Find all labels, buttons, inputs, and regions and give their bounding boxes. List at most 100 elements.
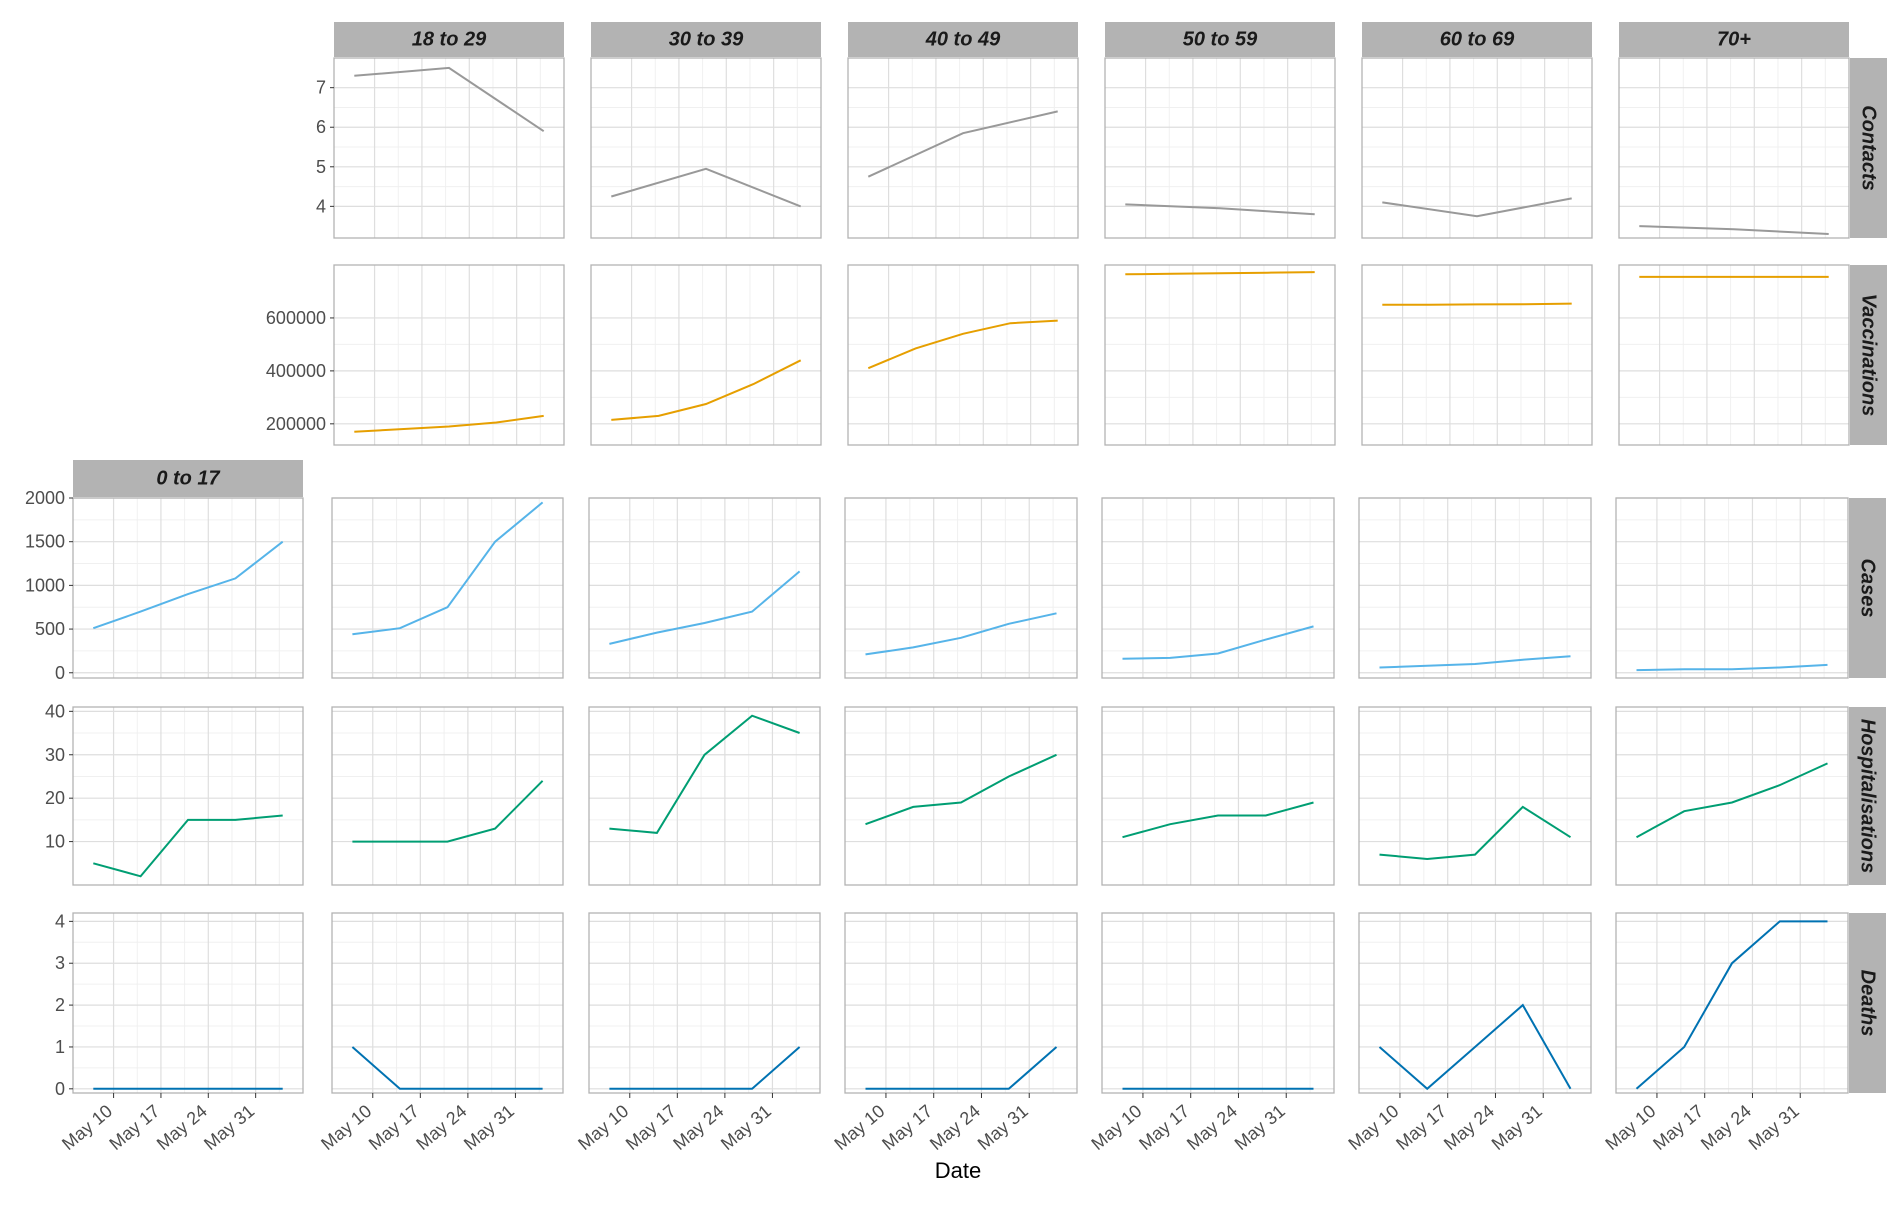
metric-strip-label: Vaccinations (1858, 294, 1880, 417)
y-tick-label: 1000 (25, 575, 65, 595)
series-line-contacts-50-to-59 (1125, 203, 1315, 216)
series-line-cases-0-to-17 (92, 540, 284, 630)
panel-background (1359, 913, 1591, 1093)
panel-border (72, 497, 304, 679)
panel-contacts-6 (1618, 57, 1850, 239)
y-tick-label: 0 (55, 663, 65, 683)
x-tick-label: May 10 (1087, 1101, 1145, 1154)
panel-vaccinations-6 (1618, 264, 1850, 446)
x-tick-label: May 17 (365, 1101, 423, 1154)
y-tick-label: 0 (55, 1079, 65, 1099)
series-line-cases-60-to-69 (1379, 655, 1571, 669)
panel-background (845, 498, 1077, 678)
metric-strip-background (1850, 265, 1887, 445)
series-line-cases-40-to-49 (865, 612, 1057, 656)
panel-background (1359, 707, 1591, 885)
panel-vaccinations-5 (1361, 264, 1593, 446)
panel-border (72, 912, 304, 1094)
panel-border (588, 497, 821, 679)
panel-background (1102, 707, 1334, 885)
series-line-vaccinations-50-to-59 (1125, 271, 1315, 276)
metric-strip-deaths: Deaths (1849, 913, 1886, 1093)
y-tick-label: 2 (55, 995, 65, 1015)
metric-strip-background (1850, 58, 1887, 238)
panel-hospitalisations-0 (72, 706, 304, 886)
series-line-vaccinations-40-to-49 (867, 319, 1058, 370)
panel-border (1358, 497, 1592, 679)
panel-border (1101, 912, 1335, 1094)
panel-background (332, 707, 563, 885)
x-tick-label: May 24 (1440, 1101, 1498, 1154)
x-tick-label: May 31 (1745, 1101, 1803, 1154)
panel-border (847, 264, 1079, 446)
age-strip-background (334, 22, 564, 57)
age-strip-background (1619, 22, 1849, 57)
panel-border (331, 912, 564, 1094)
panel-vaccinations-1 (333, 264, 565, 446)
series-line-contacts-18-to-29 (354, 66, 545, 133)
panel-deaths-1 (331, 912, 564, 1094)
panel-background (332, 913, 563, 1093)
x-tick-label: May 31 (1231, 1101, 1289, 1154)
series-line-contacts-30-to-39 (611, 167, 802, 208)
x-tick-label: May 31 (974, 1101, 1032, 1154)
series-line-cases-30-to-39 (609, 570, 801, 645)
y-tick-label: 2000 (25, 488, 65, 508)
panel-deaths-2 (588, 912, 821, 1094)
panel-border (590, 264, 822, 446)
metric-strip-label: Contacts (1858, 105, 1880, 191)
panel-cases-3 (844, 497, 1078, 679)
age-strip-label: 50 to 59 (1183, 29, 1258, 51)
panel-border (847, 57, 1079, 239)
x-tick-label: May 17 (105, 1101, 163, 1154)
panel-border (333, 264, 565, 446)
panel-background (591, 265, 821, 445)
panel-hospitalisations-2 (588, 706, 821, 886)
series-line-contacts-60-to-69 (1382, 197, 1572, 218)
y-tick-label: 5 (316, 157, 326, 177)
metric-strip-hospitalisations: Hospitalisations (1849, 707, 1886, 885)
x-tick-label: May 24 (669, 1101, 727, 1154)
metric-strip-contacts: Contacts (1850, 58, 1887, 238)
series-line-cases-18-to-29 (352, 501, 544, 636)
y-tick-label: 10 (45, 832, 65, 852)
panel-border (588, 706, 821, 886)
series-line-vaccinations-60-to-69 (1382, 302, 1572, 306)
metric-strip-background (1849, 707, 1886, 885)
series-line-vaccinations-30-to-39 (611, 359, 802, 421)
panel-background (1102, 498, 1334, 678)
x-tick-label: May 10 (1601, 1101, 1659, 1154)
x-axis-title: Date (935, 1158, 981, 1183)
panel-border (844, 912, 1078, 1094)
panel-hospitalisations-6 (1615, 706, 1849, 886)
panel-background (1619, 58, 1849, 238)
panel-contacts-2 (590, 57, 822, 239)
panel-border (1618, 57, 1850, 239)
y-tick-label: 200000 (266, 414, 326, 434)
panel-border (72, 706, 304, 886)
series-line-deaths-60-to-69 (1378, 1003, 1572, 1091)
series-line-contacts-40-to-49 (867, 110, 1058, 178)
panel-background (1102, 913, 1334, 1093)
series-line-vaccinations-18-to-29 (354, 414, 544, 433)
age-strip-60-to-69: 60 to 69 (1362, 22, 1592, 57)
age-strip-label: 18 to 29 (412, 29, 487, 51)
panel-background (1359, 498, 1591, 678)
panel-hospitalisations-5 (1358, 706, 1592, 886)
x-tick-label: May 17 (1649, 1101, 1707, 1154)
age-strip-70plus: 70+ (1619, 22, 1849, 57)
age-strip-label: 0 to 17 (156, 468, 220, 490)
series-line-hospitalisations-50-to-59 (1122, 801, 1314, 839)
series-line-hospitalisations-60-to-69 (1379, 805, 1572, 861)
age-strip-background (848, 22, 1078, 57)
x-tick-label: May 10 (830, 1101, 888, 1154)
panel-background (1616, 498, 1848, 678)
series-line-deaths-40-to-49 (865, 1046, 1058, 1090)
panel-background (73, 707, 303, 885)
y-tick-label: 6 (316, 117, 326, 137)
age-strip-label: 70+ (1717, 29, 1751, 51)
y-tick-label: 20 (45, 788, 65, 808)
panel-contacts-4 (1104, 57, 1336, 239)
y-tick-label: 3 (55, 953, 65, 973)
